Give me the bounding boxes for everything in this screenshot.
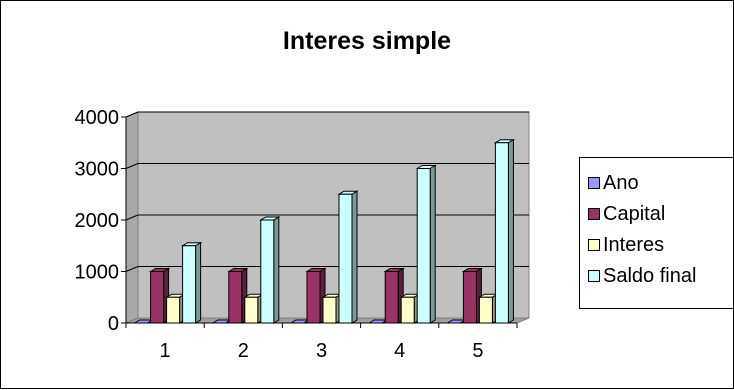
y-tick-label: 4000 (75, 107, 120, 129)
x-tick-label: 3 (316, 340, 327, 362)
legend-label: Interes (603, 233, 665, 256)
gridline-side (125, 266, 139, 272)
bar (400, 296, 415, 324)
bar-side (429, 164, 436, 324)
x-tick-label: 1 (160, 340, 171, 362)
legend-swatch (588, 208, 600, 220)
legend-item: Interes (588, 233, 664, 257)
bar-side (273, 216, 280, 324)
bar-side (507, 138, 514, 324)
bar-side (195, 241, 202, 324)
legend-item: Ano (588, 171, 639, 195)
x-tick-label: 2 (238, 340, 249, 362)
bar (150, 271, 165, 324)
gridline-side (125, 163, 139, 169)
legend-swatch (588, 177, 600, 189)
bar (322, 296, 337, 324)
y-tick-label: 0 (108, 313, 119, 335)
legend-swatch (588, 239, 600, 251)
bar-side (351, 190, 358, 324)
bar (416, 168, 431, 324)
bar (494, 142, 509, 324)
chart-title: Interes simple (282, 27, 452, 55)
bar (166, 296, 181, 324)
bar (338, 193, 353, 324)
legend-label: Capital (603, 202, 666, 225)
y-tick-label: 1000 (75, 262, 120, 284)
x-tick-label: 5 (472, 340, 483, 362)
legend-item: Capital (588, 202, 665, 226)
legend: Ano Capital Interes Saldo final (579, 157, 734, 309)
y-tick-label: 2000 (75, 210, 120, 232)
bar (228, 271, 243, 324)
bar (244, 296, 259, 324)
legend-label: Ano (603, 171, 639, 194)
gridline-side (125, 111, 139, 118)
bar (478, 296, 493, 324)
legend-label: Saldo final (603, 264, 697, 287)
bar (260, 219, 275, 324)
bar (384, 271, 399, 324)
y-tick-label: 3000 (75, 159, 120, 181)
bar (306, 271, 321, 324)
legend-swatch (588, 270, 600, 282)
x-tick-label: 4 (394, 340, 405, 362)
gridline-side (125, 214, 139, 221)
bar (462, 271, 477, 324)
bar (182, 245, 197, 324)
legend-item: Saldo final (588, 264, 696, 288)
